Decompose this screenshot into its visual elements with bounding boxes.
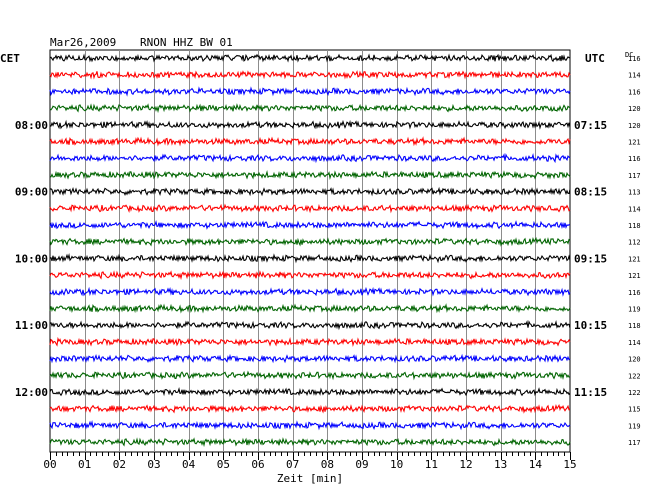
dc-offset-label: 122 [628,372,641,380]
trace-14 [49,286,571,297]
trace-21 [49,403,571,414]
right-hour-label: 11:15 [574,386,607,399]
left-timezone: CET [0,52,20,65]
trace-22 [49,420,571,431]
header-station: RNON HHZ BW 01 [140,36,233,49]
trace-20 [49,386,571,397]
dc-offset-label: 122 [628,389,641,397]
dc-offset-label: 114 [628,205,641,213]
dc-offset-label: 116 [628,155,641,163]
x-tick-label: 11 [425,458,438,471]
trace-layer [49,53,571,448]
x-tick-label: 04 [182,458,196,471]
dc-offset-label: 120 [628,356,641,364]
x-tick-label: 02 [113,458,126,471]
x-tick-label: 05 [217,458,230,471]
header-date: Mar26,2009 [50,36,116,49]
dc-offset-label: 121 [628,255,641,263]
trace-19 [49,370,571,381]
right-hour-label: 10:15 [574,319,607,332]
x-axis-label: Zeit [min] [277,472,343,485]
trace-2 [49,86,571,97]
trace-5 [49,136,571,147]
trace-9 [49,203,571,214]
left-hour-label: 09:00 [15,186,48,199]
x-tick-label: 14 [529,458,543,471]
right-hour-label: 07:15 [574,119,607,132]
trace-13 [49,270,571,281]
dc-offset-label: 117 [628,439,641,447]
right-hour-label: 09:15 [574,252,607,265]
trace-16 [49,319,571,331]
x-tick-label: 15 [563,458,576,471]
dc-offset-label: 120 [628,105,641,113]
x-tick-label: 09 [355,458,368,471]
left-hour-label: 08:00 [15,119,48,132]
trace-12 [49,253,571,264]
dc-offset-label: 119 [628,422,641,430]
dc-offset-label: 114 [628,72,641,80]
dc-offset-label: 118 [628,222,641,230]
dc-offset-label: 115 [628,406,641,414]
x-tick-label: 13 [494,458,507,471]
x-tick-label: 08 [321,458,334,471]
dc-offset-label: 117 [628,172,641,180]
trace-17 [49,336,571,347]
dc-offset-label: 121 [628,272,641,280]
trace-7 [49,170,571,180]
label-layer: Mar26,2009 RNON HHZ BW 01 CET UTC DC Zei… [0,36,641,485]
trace-6 [49,152,571,164]
trace-0 [49,53,570,63]
trace-18 [49,353,571,364]
x-tick-label: 01 [78,458,91,471]
trace-11 [49,236,571,247]
right-hour-label: 08:15 [574,186,607,199]
left-hour-label: 11:00 [15,319,48,332]
left-hour-label: 12:00 [15,386,48,399]
dc-offset-label: 116 [628,289,641,297]
dc-offset-label: 119 [628,306,641,314]
trace-23 [49,437,571,448]
x-tick-label: 07 [286,458,299,471]
grid-layer [49,49,571,460]
left-hour-label: 10:00 [15,252,48,265]
trace-3 [49,103,571,114]
trace-1 [49,70,571,80]
dc-offset-label: 121 [628,139,641,147]
dc-offset-label: 116 [628,88,641,96]
trace-4 [49,119,571,130]
trace-10 [49,219,571,230]
x-tick-label: 00 [43,458,56,471]
dc-offset-label: 120 [628,122,641,130]
x-tick-label: 03 [147,458,160,471]
dc-header: DC [625,51,633,59]
dc-offset-label: 113 [628,189,641,197]
x-tick-label: 12 [459,458,472,471]
x-tick-label: 06 [251,458,264,471]
right-timezone: UTC [585,52,605,65]
trace-15 [49,303,571,314]
x-tick-label: 10 [390,458,403,471]
dc-offset-label: 116 [628,55,641,63]
trace-8 [49,186,571,197]
dc-offset-label: 114 [628,339,641,347]
dc-offset-label: 112 [628,239,641,247]
dc-offset-label: 118 [628,322,641,330]
